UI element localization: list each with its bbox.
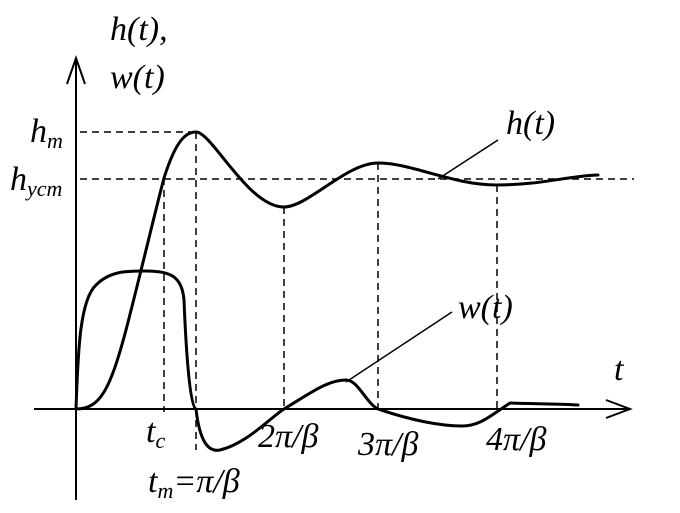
- y-axis-label-line1: h(t),: [110, 11, 168, 48]
- y-axis-label-line2: w(t): [110, 59, 165, 96]
- guide-lines: [80, 131, 634, 450]
- h-label-leader: [437, 139, 499, 180]
- x-axis-label: t: [614, 351, 625, 388]
- h-curve-label: h(t): [506, 105, 555, 142]
- tc-label: tc: [146, 413, 165, 453]
- t3-label: 3π/β: [357, 426, 418, 463]
- w-curve: [74, 269, 580, 452]
- h-curve: [74, 130, 600, 411]
- axes: [34, 54, 633, 500]
- hust-label: hуст: [10, 161, 62, 201]
- y-axis-arrow: [66, 54, 86, 85]
- tm-label: tm=π/β: [148, 463, 240, 503]
- t4-label: 4π/β: [486, 421, 546, 458]
- t2-label: 2π/β: [258, 418, 318, 455]
- w-label-leader: [345, 311, 453, 383]
- hm-label: hm: [30, 113, 63, 153]
- w-curve-label: w(t): [458, 289, 513, 326]
- x-axis-arrow: [605, 399, 633, 419]
